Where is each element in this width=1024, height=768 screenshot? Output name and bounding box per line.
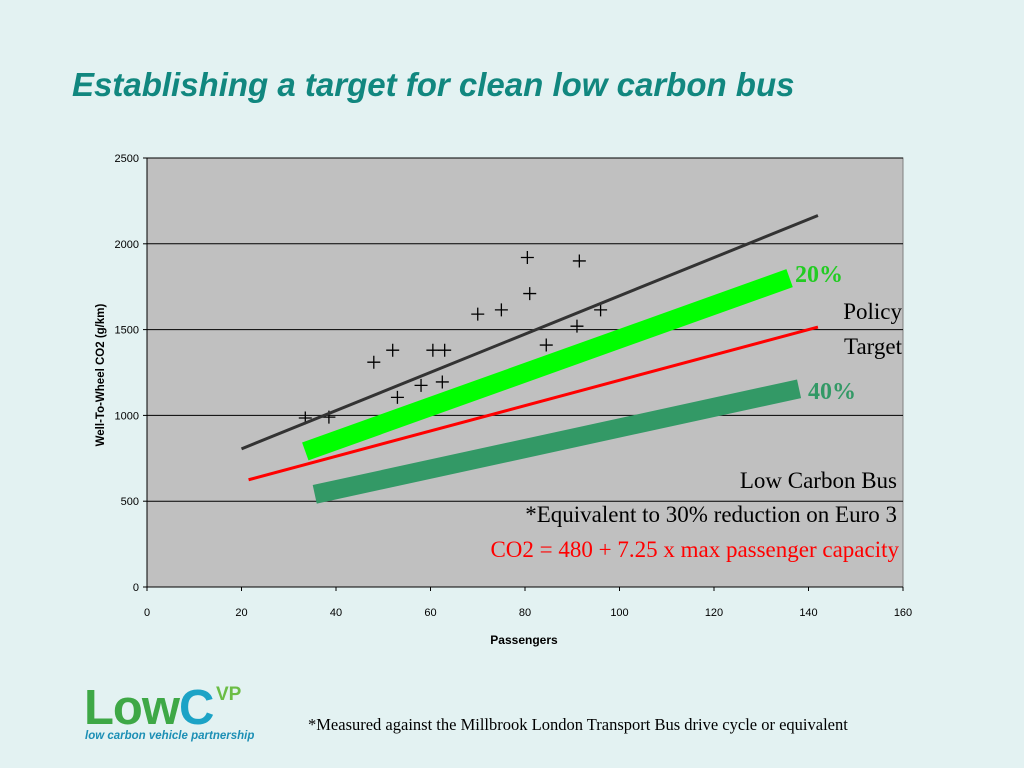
data-point-6 xyxy=(426,343,440,357)
data-point-14 xyxy=(570,319,584,333)
data-point-7 xyxy=(438,343,452,357)
y-tick-label-1000: 1000 xyxy=(115,410,139,422)
footnote: *Measured against the Millbrook London T… xyxy=(308,715,848,734)
logo-tagline: low carbon vehicle partnership xyxy=(85,730,255,742)
band-2 xyxy=(302,269,793,461)
axes: 0 500 1000 1500 2000 2500 0 20 40 60 80 100 120 140 16… xyxy=(115,153,913,619)
line-3 xyxy=(248,325,819,482)
data-point-16 xyxy=(594,303,608,317)
y-tick-label-2000: 2000 xyxy=(115,239,139,251)
label-policy: Policy xyxy=(843,299,902,324)
band-4 xyxy=(312,379,802,504)
data-point-5 xyxy=(414,378,428,392)
label-low-carbon-bus: Low Carbon Bus xyxy=(740,468,897,493)
x-tick-label-120: 120 xyxy=(705,607,723,619)
y-tick-label-0: 0 xyxy=(133,582,139,594)
data-point-12 xyxy=(523,287,537,301)
x-tick-label-80: 80 xyxy=(519,607,531,619)
x-tick-label-20: 20 xyxy=(235,607,247,619)
lowcvp-logo: LowC VP low carbon vehicle partnership xyxy=(84,682,294,746)
logo-superscript: VP xyxy=(216,684,242,705)
x-tick-label-0: 0 xyxy=(144,607,150,619)
x-tick-label-100: 100 xyxy=(610,607,628,619)
data-point-9 xyxy=(471,307,485,321)
y-tick-label-500: 500 xyxy=(121,496,139,508)
label-40-percent: 40% xyxy=(808,379,856,405)
data-point-11 xyxy=(520,251,534,265)
label-formula: CO2 = 480 + 7.25 x max passenger capacit… xyxy=(490,537,899,562)
slide-title: Establishing a target for clean low carb… xyxy=(72,66,795,103)
y-axis-label: Well-To-Wheel CO2 (g/km) xyxy=(95,303,107,446)
label-target: Target xyxy=(844,334,903,359)
x-tick-label-140: 140 xyxy=(799,607,817,619)
x-tick-label-160: 160 xyxy=(894,607,912,619)
label-equivalent: *Equivalent to 30% reduction on Euro 3 xyxy=(525,502,897,527)
line-1 xyxy=(240,214,819,451)
gridlines xyxy=(147,157,903,502)
label-20-percent: 20% xyxy=(795,262,843,288)
data-point-3 xyxy=(386,343,400,357)
logo-wordmark: LowC xyxy=(84,681,214,735)
y-tick-label-2500: 2500 xyxy=(115,153,139,165)
x-tick-label-60: 60 xyxy=(424,607,436,619)
data-point-2 xyxy=(367,355,381,369)
data-point-8 xyxy=(435,375,449,389)
data-point-4 xyxy=(390,390,404,404)
chart-series xyxy=(240,214,819,504)
data-point-10 xyxy=(494,303,508,317)
x-tick-label-40: 40 xyxy=(330,607,342,619)
x-axis-label: Passengers xyxy=(490,633,558,647)
data-point-15 xyxy=(572,254,586,268)
data-point-13 xyxy=(539,338,553,352)
y-tick-label-1500: 1500 xyxy=(115,325,139,337)
